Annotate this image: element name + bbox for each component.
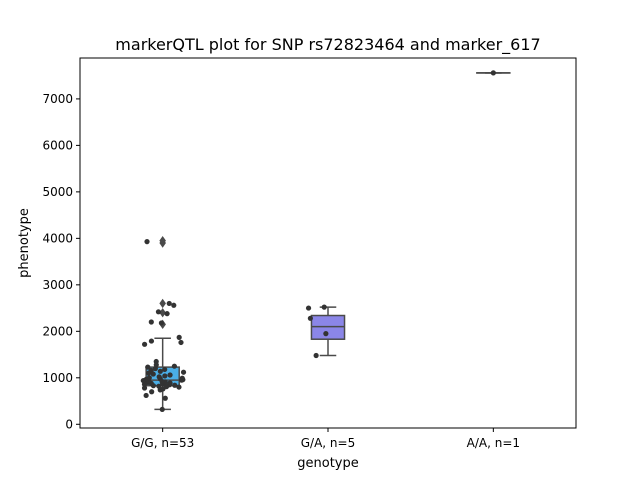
y-tick-label: 2000 xyxy=(42,324,73,338)
data-point xyxy=(148,319,154,325)
data-point xyxy=(158,320,165,326)
x-tick-label: G/G, n=53 xyxy=(131,436,194,450)
data-point xyxy=(141,341,148,347)
chart-title: markerQTL plot for SNP rs72823464 and ma… xyxy=(115,35,540,55)
data-point xyxy=(162,373,168,379)
y-tick-label: 7000 xyxy=(42,92,73,106)
data-point xyxy=(144,239,150,245)
y-axis-label: phenotype xyxy=(17,208,32,278)
data-point xyxy=(313,352,319,359)
data-points xyxy=(140,70,496,413)
y-tick-label: 0 xyxy=(65,417,73,431)
y-axis-ticks: 0 1000 2000 3000 4000 5000 6000 7000 xyxy=(42,92,80,431)
data-point xyxy=(167,372,173,378)
data-point xyxy=(162,366,168,373)
data-point xyxy=(156,383,162,389)
data-point xyxy=(155,309,162,315)
data-point xyxy=(153,358,159,365)
y-tick-label: 1000 xyxy=(42,371,73,385)
data-point xyxy=(157,368,163,374)
data-point xyxy=(141,385,148,391)
data-point xyxy=(171,363,177,369)
data-point xyxy=(323,331,329,337)
box-flier xyxy=(159,298,166,309)
data-point xyxy=(149,389,155,395)
data-point xyxy=(176,334,182,340)
y-tick-label: 6000 xyxy=(42,138,73,152)
y-tick-label: 4000 xyxy=(42,231,73,245)
data-point xyxy=(164,311,170,317)
data-point xyxy=(148,338,155,344)
data-point xyxy=(146,375,152,381)
data-point xyxy=(172,382,178,388)
data-point xyxy=(178,339,184,346)
data-point xyxy=(143,392,149,399)
data-point xyxy=(307,315,313,321)
x-tick-label: G/A, n=5 xyxy=(301,436,355,450)
data-point xyxy=(176,384,182,390)
x-axis-ticks: G/G, n=53 G/A, n=5 A/A, n=1 xyxy=(131,428,520,450)
y-tick-label: 5000 xyxy=(42,185,73,199)
data-point xyxy=(162,395,168,401)
data-point xyxy=(305,305,312,311)
data-point xyxy=(156,374,162,380)
x-axis-label: genotype xyxy=(297,456,358,471)
data-point xyxy=(321,304,327,310)
data-point xyxy=(179,375,185,381)
data-point xyxy=(490,70,496,76)
data-point xyxy=(159,406,165,413)
data-point xyxy=(171,302,177,308)
data-point xyxy=(180,369,187,375)
data-point xyxy=(145,364,151,370)
data-point xyxy=(166,300,172,307)
box-flier xyxy=(159,235,166,246)
data-point xyxy=(148,367,154,373)
y-tick-label: 3000 xyxy=(42,278,73,292)
data-point xyxy=(167,380,173,386)
x-tick-label: A/A, n=1 xyxy=(467,436,520,450)
plot-area xyxy=(145,72,511,411)
